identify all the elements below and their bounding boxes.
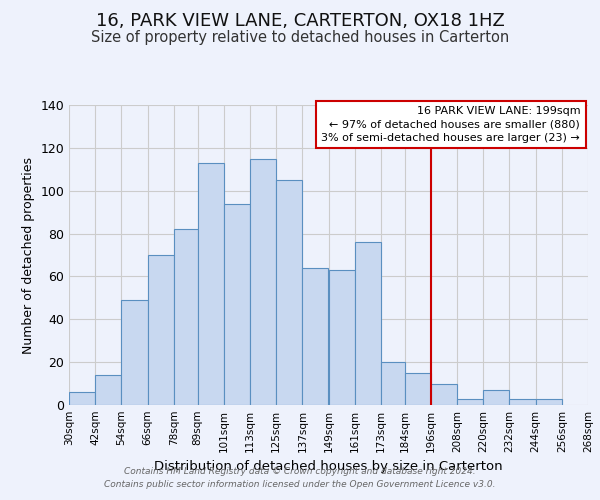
Bar [148,255,173,405]
Bar [484,390,509,405]
Bar [250,158,276,405]
Bar [381,362,405,405]
Y-axis label: Number of detached properties: Number of detached properties [22,156,35,354]
Bar [405,373,431,405]
Bar [302,268,329,405]
Bar [95,375,121,405]
Bar [197,163,224,405]
Bar [69,392,95,405]
Bar [329,270,355,405]
X-axis label: Distribution of detached houses by size in Carterton: Distribution of detached houses by size … [154,460,503,473]
Bar [431,384,457,405]
Text: Contains HM Land Registry data © Crown copyright and database right 2024.: Contains HM Land Registry data © Crown c… [124,468,476,476]
Text: 16 PARK VIEW LANE: 199sqm
← 97% of detached houses are smaller (880)
3% of semi-: 16 PARK VIEW LANE: 199sqm ← 97% of detac… [322,106,580,143]
Bar [121,300,148,405]
Bar [509,398,536,405]
Bar [173,230,197,405]
Bar [224,204,250,405]
Bar [457,398,484,405]
Text: 16, PARK VIEW LANE, CARTERTON, OX18 1HZ: 16, PARK VIEW LANE, CARTERTON, OX18 1HZ [95,12,505,30]
Bar [355,242,381,405]
Bar [536,398,562,405]
Bar [276,180,302,405]
Text: Size of property relative to detached houses in Carterton: Size of property relative to detached ho… [91,30,509,45]
Text: Contains public sector information licensed under the Open Government Licence v3: Contains public sector information licen… [104,480,496,489]
